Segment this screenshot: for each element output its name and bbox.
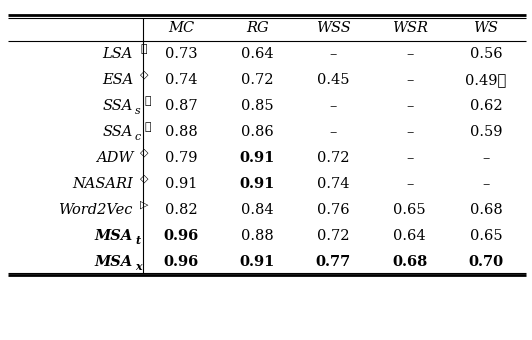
Text: 0.65: 0.65 [393, 203, 426, 217]
Text: 0.91: 0.91 [239, 255, 275, 269]
Text: c: c [135, 132, 141, 142]
Text: 0.91: 0.91 [165, 177, 197, 191]
Text: ◇: ◇ [140, 174, 148, 184]
Text: –: – [482, 151, 489, 165]
Text: 0.74: 0.74 [317, 177, 350, 191]
Text: ▷: ▷ [140, 200, 148, 210]
Text: s: s [135, 106, 140, 116]
Text: ⋆: ⋆ [144, 122, 151, 132]
Text: WS: WS [473, 21, 498, 35]
Text: 0.82: 0.82 [165, 203, 197, 217]
Text: MC: MC [168, 21, 194, 35]
Text: 0.91: 0.91 [239, 151, 275, 165]
Text: ◇: ◇ [140, 70, 148, 80]
Text: 0.59: 0.59 [470, 125, 502, 139]
Text: 0.87: 0.87 [165, 99, 197, 113]
Text: 0.91: 0.91 [239, 177, 275, 191]
Text: 0.72: 0.72 [317, 229, 350, 243]
Text: 0.45: 0.45 [317, 73, 350, 87]
Text: 0.70: 0.70 [468, 255, 503, 269]
Text: –: – [406, 73, 413, 87]
Text: –: – [406, 125, 413, 139]
Text: 0.88: 0.88 [165, 125, 197, 139]
Text: 0.73: 0.73 [165, 47, 197, 61]
Text: 0.85: 0.85 [241, 99, 273, 113]
Text: WSR: WSR [392, 21, 428, 35]
Text: ESA: ESA [102, 73, 133, 87]
Text: RG: RG [246, 21, 269, 35]
Text: 0.56: 0.56 [470, 47, 502, 61]
Text: WSS: WSS [316, 21, 351, 35]
Text: 0.74: 0.74 [165, 73, 197, 87]
Text: –: – [330, 125, 337, 139]
Text: –: – [330, 99, 337, 113]
Text: LSA: LSA [103, 47, 133, 61]
Text: 0.64: 0.64 [241, 47, 273, 61]
Text: ◇: ◇ [140, 148, 148, 158]
Text: 0.68: 0.68 [392, 255, 427, 269]
Text: SSA: SSA [103, 125, 133, 139]
Text: t: t [135, 236, 140, 246]
Text: 0.68: 0.68 [470, 203, 502, 217]
Text: 0.84: 0.84 [241, 203, 273, 217]
Text: –: – [406, 99, 413, 113]
Text: ADW: ADW [96, 151, 133, 165]
Text: 0.64: 0.64 [393, 229, 426, 243]
Text: MSA: MSA [95, 229, 133, 243]
Text: 0.72: 0.72 [317, 151, 350, 165]
Text: –: – [406, 47, 413, 61]
Text: 0.49⋆: 0.49⋆ [466, 73, 506, 87]
Text: MSA: MSA [95, 255, 133, 269]
Text: 0.77: 0.77 [316, 255, 351, 269]
Text: 0.96: 0.96 [163, 255, 199, 269]
Text: –: – [406, 151, 413, 165]
Text: 0.62: 0.62 [470, 99, 502, 113]
Text: 0.79: 0.79 [165, 151, 197, 165]
Text: 0.76: 0.76 [317, 203, 350, 217]
Text: –: – [406, 177, 413, 191]
Text: –: – [482, 177, 489, 191]
Text: –: – [330, 47, 337, 61]
Text: 0.65: 0.65 [470, 229, 502, 243]
Text: 0.96: 0.96 [163, 229, 199, 243]
Text: Word2Vec: Word2Vec [59, 203, 133, 217]
Text: 0.72: 0.72 [241, 73, 273, 87]
Text: ⋆: ⋆ [144, 96, 151, 106]
Text: 0.86: 0.86 [241, 125, 273, 139]
Text: SSA: SSA [103, 99, 133, 113]
Text: NASARI: NASARI [72, 177, 133, 191]
Text: 0.88: 0.88 [241, 229, 273, 243]
Text: ⋆: ⋆ [140, 44, 147, 54]
Text: x: x [135, 261, 142, 272]
